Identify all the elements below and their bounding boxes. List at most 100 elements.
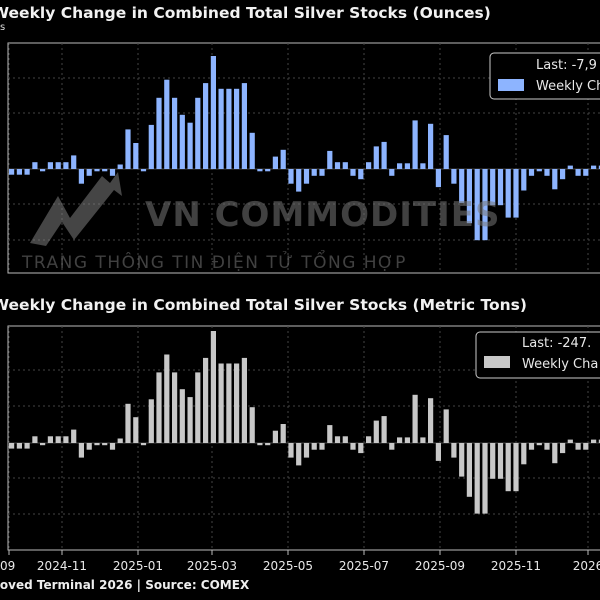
x-tick-label: 2025-09: [415, 559, 465, 573]
bar: [164, 354, 170, 443]
bar: [94, 169, 100, 172]
bar: [505, 169, 511, 218]
bar: [288, 169, 294, 184]
bar: [560, 169, 566, 180]
x-tick-label: 2025-05: [263, 559, 313, 573]
bar: [327, 150, 333, 169]
bar: [172, 97, 178, 169]
bar: [505, 443, 511, 492]
bar: [102, 169, 108, 172]
bar: [451, 443, 457, 458]
bar: [272, 156, 278, 169]
bar: [334, 436, 341, 443]
bar: [125, 129, 131, 169]
bar: [241, 83, 247, 169]
bar: [497, 169, 504, 206]
bar: [16, 169, 22, 175]
bar: [342, 436, 348, 443]
bar: [125, 403, 131, 443]
legend-bottom-last: Last: -247.: [522, 336, 591, 351]
bar: [272, 430, 278, 443]
bar: [319, 443, 325, 450]
watermark-brand: VN COMMODITIES: [145, 195, 500, 235]
bar: [296, 443, 302, 466]
bar: [334, 162, 341, 169]
bar: [179, 389, 185, 443]
bar: [598, 165, 600, 169]
bar: [47, 436, 53, 443]
bar: [350, 443, 356, 450]
bar: [94, 443, 100, 446]
bar: [575, 169, 581, 176]
bar: [32, 162, 38, 169]
bar: [280, 149, 286, 169]
bar: [9, 443, 15, 449]
bar: [466, 169, 472, 224]
legend-bottom-series: Weekly Cha: [522, 357, 598, 372]
bar: [234, 88, 240, 169]
bar: [319, 169, 325, 176]
bar: [303, 443, 310, 458]
bar: [249, 132, 255, 169]
bar: [78, 443, 84, 458]
bar: [591, 439, 597, 443]
bar: [226, 88, 232, 169]
bar: [528, 443, 535, 450]
watermark-tagline: TRANG THÔNG TIN ĐIỆN TỬ TỔNG HỢP: [21, 249, 407, 273]
bar: [117, 438, 123, 443]
bar: [16, 443, 22, 449]
bar: [40, 169, 46, 172]
bar: [24, 169, 30, 175]
bar: [513, 443, 519, 492]
watermark: VN COMMODITIES TRANG THÔNG TIN ĐIỆN TỬ T…: [21, 172, 500, 273]
x-tick-label: 2025-07: [339, 559, 389, 573]
bar: [412, 394, 418, 443]
bar: [257, 169, 263, 172]
bar: [78, 169, 84, 184]
chart-title-metric-tons: Weekly Change in Combined Total Silver S…: [0, 296, 527, 314]
bar: [497, 443, 504, 479]
panel-frame-top: [7, 42, 600, 274]
cut-axis-label: s: [0, 22, 6, 33]
bar: [381, 416, 387, 443]
x-tick-label: 2024-11: [37, 559, 87, 573]
bar: [24, 443, 30, 449]
bar: [117, 164, 123, 169]
bar: [482, 169, 488, 241]
bar: [257, 443, 263, 446]
bar: [148, 124, 154, 169]
bar: [404, 437, 410, 443]
bar: [552, 169, 558, 190]
bar: [55, 436, 61, 443]
bar: [71, 429, 77, 443]
x-tick-label: 2026: [573, 559, 600, 573]
bar: [148, 399, 154, 443]
bar: [218, 363, 224, 443]
bar: [428, 123, 434, 169]
bar: [102, 443, 108, 446]
grid-layer: [8, 43, 600, 550]
bar: [482, 443, 488, 514]
bar: [397, 437, 403, 443]
bar: [265, 443, 271, 446]
legend-bottom-swatch: [484, 356, 510, 368]
x-tick-label: 2025-03: [187, 559, 237, 573]
bar: [156, 97, 162, 169]
bar: [210, 331, 216, 443]
bar: [583, 169, 589, 176]
bar: [381, 141, 387, 169]
bar: [544, 169, 550, 176]
bar: [249, 407, 255, 443]
bar: [474, 169, 480, 241]
bar: [327, 425, 333, 443]
bar: [71, 155, 77, 169]
bar: [241, 357, 247, 443]
bar: [528, 169, 535, 176]
bar: [536, 169, 542, 172]
bar: [226, 363, 232, 443]
bar: [86, 443, 92, 450]
legend-top: Last: -7,9 Weekly Ch: [489, 52, 600, 100]
bar: [187, 397, 193, 443]
bar: [288, 443, 294, 458]
